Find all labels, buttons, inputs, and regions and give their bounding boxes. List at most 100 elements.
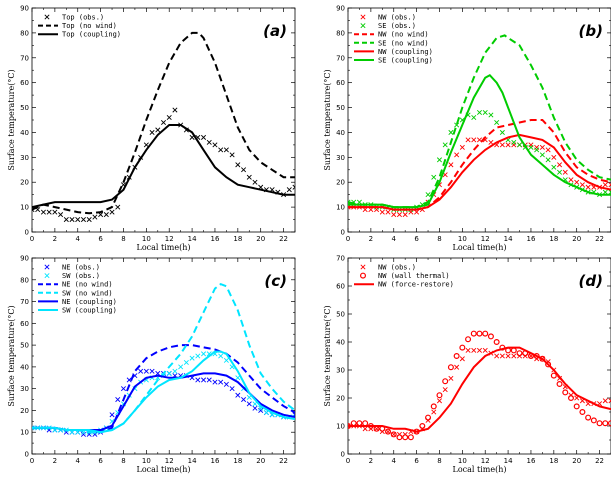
series-nw-wall-thermal-point xyxy=(402,434,409,441)
y-tick-label: 30 xyxy=(336,154,345,162)
series-nw-obs-point xyxy=(608,398,611,404)
x-tick-label: 22 xyxy=(595,235,604,243)
series-nw-wall-thermal-point xyxy=(390,431,397,438)
series-nw-wall-thermal-point xyxy=(590,417,597,424)
series-ne-obs-point xyxy=(126,377,132,383)
y-tick-label: 60 xyxy=(20,79,29,87)
series-nw-obs-point xyxy=(602,398,608,404)
y-tick-label: 0 xyxy=(341,229,345,237)
series-nw-obs-point xyxy=(362,426,368,432)
series-sw-obs-point xyxy=(235,375,241,381)
series-nw-obs-point xyxy=(454,364,460,370)
series-se-obs-point xyxy=(476,110,483,116)
x-tick-label: 4 xyxy=(76,235,81,243)
series-nw-wall-thermal-point xyxy=(493,339,500,346)
series-nw-obs-point xyxy=(568,177,574,183)
y-tick-label: 80 xyxy=(20,276,29,284)
series-nw-obs-point xyxy=(362,207,368,213)
series-nw-wall-thermal-point xyxy=(516,350,523,357)
x-tick-label: 22 xyxy=(595,457,604,465)
series-nw-obs-point xyxy=(579,182,585,188)
series-se-obs-point xyxy=(608,189,611,195)
y-tick-label: 30 xyxy=(336,367,345,375)
y-tick-label: 70 xyxy=(336,255,345,263)
series-nw-obs-point xyxy=(385,209,391,215)
legend-label: NW (obs.) xyxy=(378,14,416,22)
series-sw-obs-point xyxy=(32,425,35,431)
series-nw-wall-thermal-point xyxy=(596,420,603,427)
x-tick-label: 0 xyxy=(30,457,34,465)
series-sw-coupling-line xyxy=(32,350,295,434)
x-tick-label: 12 xyxy=(481,235,490,243)
y-tick-label: 40 xyxy=(20,129,29,137)
series-nw-obs-point xyxy=(499,353,505,359)
legend-symbol xyxy=(44,264,50,270)
chart-panel-4: 0 2 4 6 8 10 12 14 16 18 20 22 0 10 20 30 40 50 60 70 Local … xyxy=(323,255,611,474)
panel-tag: (a) xyxy=(263,22,287,40)
series-sw-obs-point xyxy=(201,351,207,357)
series-nw-wall-thermal-point xyxy=(573,403,580,410)
series-top-obs-point xyxy=(103,212,109,218)
x-tick-label: 14 xyxy=(188,457,197,465)
series-nw-wall-thermal-point xyxy=(562,389,569,396)
series-top-obs-point xyxy=(86,217,92,223)
series-top-obs-point xyxy=(149,129,155,135)
series-se-obs-point xyxy=(517,142,523,148)
series-nw-wall-thermal-point xyxy=(425,414,432,421)
series-nw-wall-thermal-point xyxy=(407,434,414,441)
y-axis-label: Surface temperature(°C) xyxy=(323,305,332,406)
y-tick-label: 0 xyxy=(25,451,29,459)
series-nw-wall-thermal-point xyxy=(436,392,443,399)
x-tick-label: 8 xyxy=(437,457,441,465)
series-se-obs-point xyxy=(545,157,551,163)
series-nw-obs-point xyxy=(482,347,488,353)
x-tick-label: 10 xyxy=(458,457,467,465)
y-axis-label: Surface temperature(°C) xyxy=(7,305,16,406)
legend-label: SW (coupling) xyxy=(62,307,117,315)
x-tick-label: 10 xyxy=(142,457,151,465)
series-sw-obs-point xyxy=(166,370,172,376)
x-tick-label: 0 xyxy=(30,235,34,243)
legend-label: SE (no wind) xyxy=(378,39,429,47)
panel-tag: (d) xyxy=(579,272,603,290)
series-nw-obs-point xyxy=(585,184,591,190)
y-tick-label: 60 xyxy=(336,79,345,87)
series-sw-obs-point xyxy=(172,368,178,374)
series-nw-obs-point xyxy=(459,356,465,362)
series-nw-wall-thermal-point xyxy=(579,409,586,416)
series-se-obs-point xyxy=(602,189,608,195)
series-nw-obs-point xyxy=(562,169,568,175)
series-nw-wall-thermal-point xyxy=(459,344,466,351)
x-tick-label: 4 xyxy=(76,457,81,465)
x-tick-label: 2 xyxy=(53,235,57,243)
series-nw-obs-point xyxy=(551,154,557,160)
x-tick-label: 4 xyxy=(392,235,397,243)
y-tick-label: 40 xyxy=(336,129,345,137)
y-tick-label: 70 xyxy=(20,298,29,306)
series-se-obs-point xyxy=(442,142,448,148)
series-sw-obs-point xyxy=(195,353,201,359)
series-nw-obs-point xyxy=(494,353,500,359)
series-nw-obs-point xyxy=(448,162,454,168)
series-nw-wall-thermal-point xyxy=(470,330,477,337)
x-tick-label: 20 xyxy=(256,235,265,243)
legend-label: SW (obs.) xyxy=(62,272,100,280)
legend-symbol xyxy=(44,273,50,279)
legend-symbol xyxy=(44,14,50,20)
legend-label: Top (no wind) xyxy=(62,22,117,30)
series-top-obs-point xyxy=(292,184,295,190)
x-tick-label: 8 xyxy=(437,235,441,243)
x-tick-label: 20 xyxy=(572,235,581,243)
legend: Top (obs.)Top (no wind)Top (coupling) xyxy=(38,14,121,39)
series-top-obs-point xyxy=(212,142,218,148)
series-se-coupling-line xyxy=(348,73,611,209)
series-nw-wall-thermal-point xyxy=(482,330,489,337)
chart-panel-3: 0 2 4 6 8 10 12 14 16 18 20 22 0 10 20 30 40 50 60 70 80 90 Lo… xyxy=(7,255,296,474)
legend-symbol xyxy=(360,23,366,29)
series-nw-obs-point xyxy=(545,147,551,153)
series-nw-wall-thermal-point xyxy=(545,361,552,368)
y-tick-label: 50 xyxy=(336,104,345,112)
series-sw-obs-point xyxy=(189,355,195,361)
series-ne-obs-point xyxy=(201,377,207,383)
legend: NW (obs.)NW (wall thermal)NW (force-rest… xyxy=(354,264,454,289)
